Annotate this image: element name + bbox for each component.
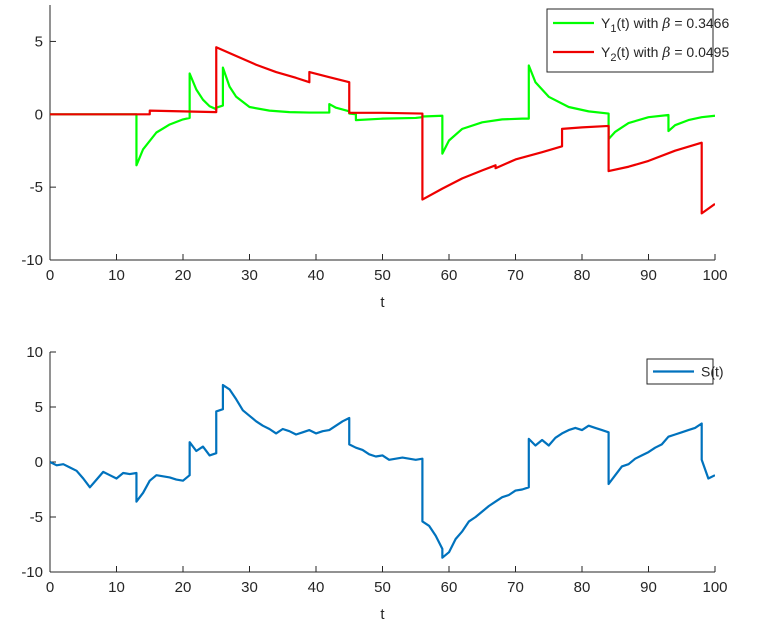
legend-main: Y — [601, 15, 611, 31]
y-tick-label: 0 — [35, 454, 43, 471]
x-tick-label: 50 — [374, 267, 391, 284]
legend-main: Y — [601, 44, 611, 60]
x-tick-label: 20 — [175, 267, 192, 284]
bottom-chart: 0 10 20 30 40 50 60 70 80 90 100 -10 -5 0 5 10 t S(t) — [21, 344, 727, 623]
x-tick-label: 60 — [441, 267, 458, 284]
x-tick-label: 40 — [308, 267, 325, 284]
x-tick-label: 40 — [308, 579, 325, 596]
legend-post: = 0.3466 — [670, 15, 729, 31]
legend-subscript: 2 — [610, 52, 616, 64]
y-tick-label: -5 — [30, 179, 43, 196]
legend-subscript: 1 — [610, 23, 616, 35]
x-tick-label: 10 — [108, 579, 125, 596]
x-tick-label: 50 — [374, 579, 391, 596]
y-tick-label: 0 — [35, 106, 43, 123]
x-tick-label: 90 — [640, 267, 657, 284]
x-axis-label: t — [380, 606, 385, 623]
legend-pre: (t) with — [616, 15, 662, 31]
y-tick-label: 5 — [35, 399, 43, 416]
x-axis-label: t — [380, 294, 385, 311]
legend-box — [546, 8, 714, 73]
x-tick-label: 80 — [574, 267, 591, 284]
legend-pre: (t) with — [616, 44, 662, 60]
legend-entry: Y1(t) with β = 0.3466 — [601, 15, 729, 35]
y-tick-label: 5 — [35, 33, 43, 50]
x-tick-label: 20 — [175, 579, 192, 596]
legend-beta: β — [661, 16, 670, 32]
x-tick-label: 30 — [241, 267, 258, 284]
legend-entry: Y2(t) with β = 0.0495 — [601, 44, 729, 64]
legend-entry: S(t) — [701, 364, 724, 380]
y-tick-label: -5 — [30, 509, 43, 526]
x-tick-label: 0 — [46, 267, 54, 284]
x-tick-label: 100 — [702, 267, 727, 284]
x-tick-label: 30 — [241, 579, 258, 596]
x-tick-label: 0 — [46, 579, 54, 596]
x-tick-label: 10 — [108, 267, 125, 284]
legend-post: = 0.0495 — [670, 44, 729, 60]
y-tick-label: -10 — [21, 252, 43, 269]
y-tick-label: 10 — [26, 344, 43, 361]
x-tick-label: 60 — [441, 579, 458, 596]
x-tick-label: 70 — [507, 579, 524, 596]
x-tick-label: 100 — [702, 579, 727, 596]
legend: S(t) — [646, 358, 724, 385]
legend-beta: β — [661, 45, 670, 61]
series-line-2 — [50, 46, 715, 215]
x-tick-label: 80 — [574, 579, 591, 596]
x-tick-label: 90 — [640, 579, 657, 596]
y-tick-label: -10 — [21, 564, 43, 581]
series-line-1 — [50, 383, 715, 559]
x-tick-label: 70 — [507, 267, 524, 284]
